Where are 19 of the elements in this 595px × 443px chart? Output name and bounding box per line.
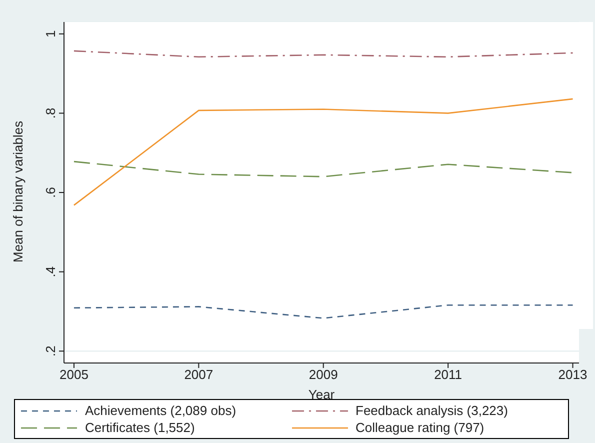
x-tick-label: 2005	[60, 367, 88, 382]
x-tick-label: 2011	[434, 367, 462, 382]
legend-label: Certificates (1,552)	[85, 420, 195, 435]
y-tick-label: .6	[43, 187, 58, 198]
x-axis-title: Year	[308, 387, 336, 402]
y-tick-label: .8	[43, 108, 58, 119]
x-tick-label: 2009	[308, 367, 338, 382]
y-tick-label: .2	[43, 346, 58, 357]
legend-label: Feedback analysis (3,223)	[356, 403, 508, 418]
line-series	[73, 98, 574, 206]
y-tick-label: .4	[43, 266, 58, 278]
x-tick-label: 2007	[184, 367, 214, 382]
line-series	[73, 304, 574, 319]
x-tick-label: 2013	[558, 367, 588, 382]
line-series	[73, 160, 574, 178]
legend-label: Colleague rating (797)	[356, 420, 484, 435]
y-tick-label: 1	[43, 30, 58, 38]
legend-label: Achievements (2,089 obs)	[85, 403, 236, 418]
y-axis-title: Mean of binary variables	[10, 120, 26, 262]
